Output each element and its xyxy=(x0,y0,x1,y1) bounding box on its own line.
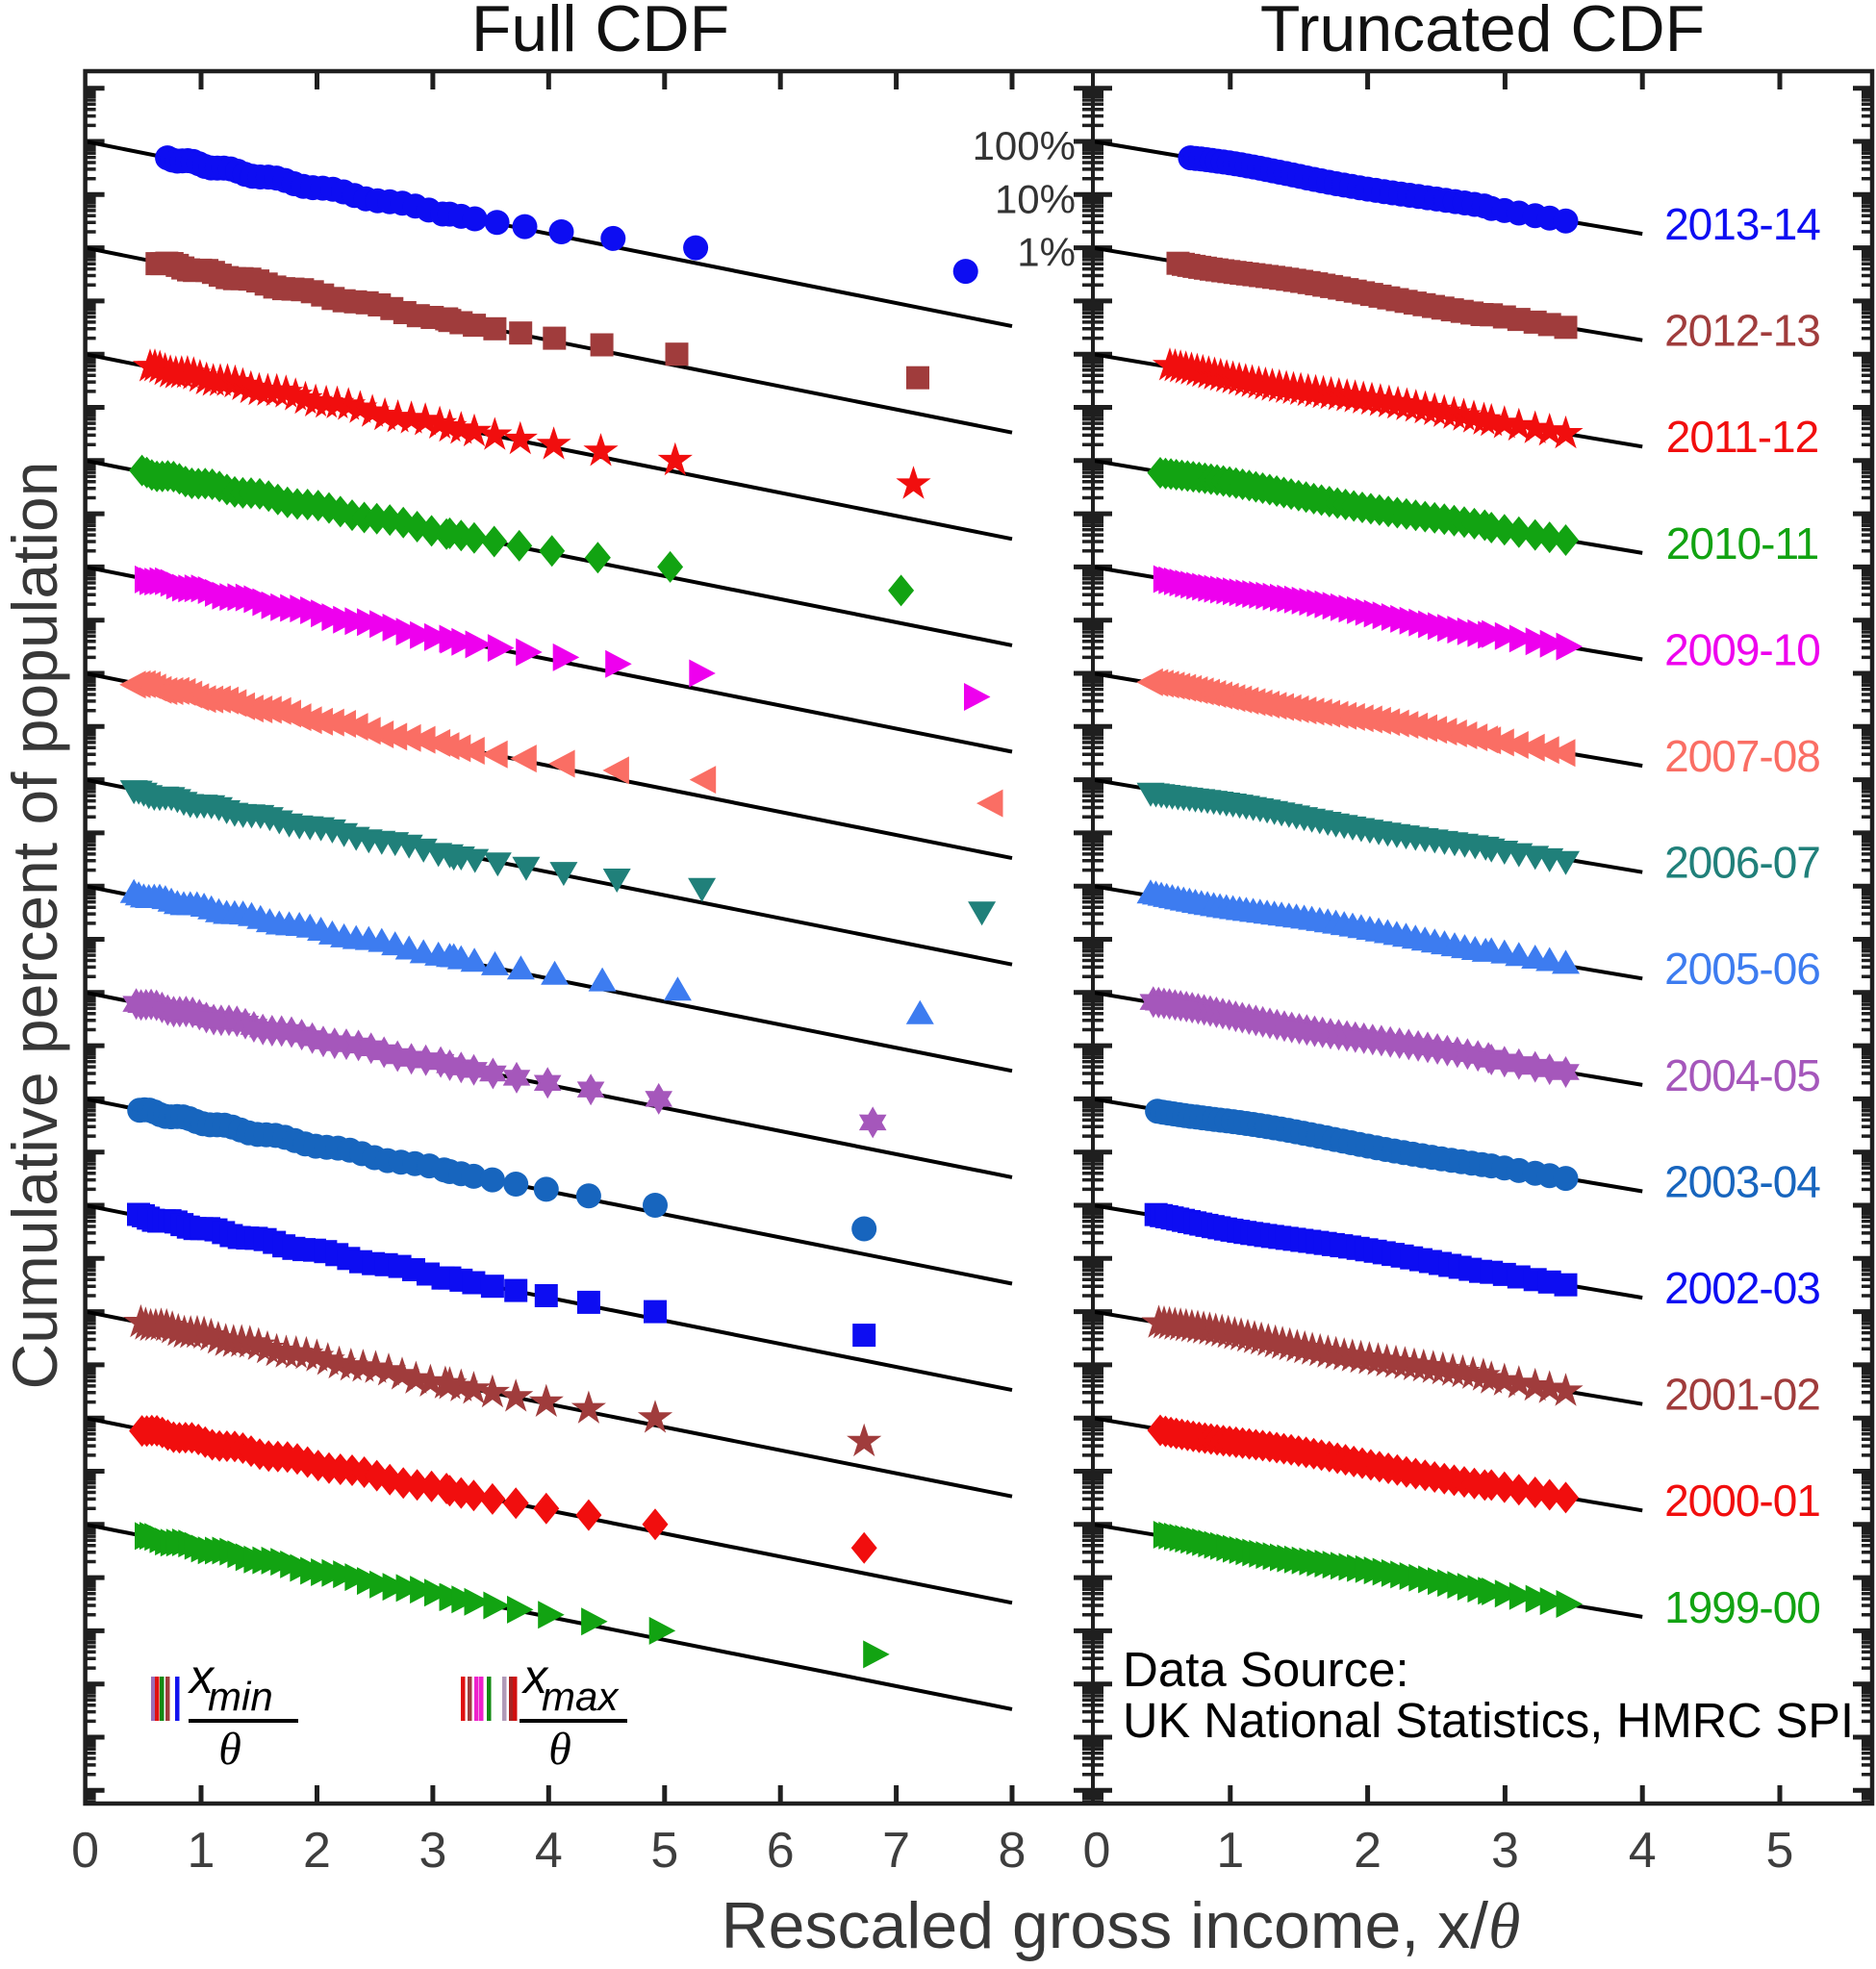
svg-text:2001-02: 2001-02 xyxy=(1664,1370,1820,1420)
svg-text:1999-00: 1999-00 xyxy=(1664,1582,1820,1632)
svg-text:Full CDF: Full CDF xyxy=(471,0,729,65)
svg-text:2009-10: 2009-10 xyxy=(1664,624,1820,674)
svg-text:Rescaled gross income, x/θ: Rescaled gross income, x/θ xyxy=(722,1889,1521,1962)
svg-text:2005-06: 2005-06 xyxy=(1664,944,1820,994)
svg-text:2: 2 xyxy=(303,1823,331,1879)
svg-text:100%: 100% xyxy=(973,123,1076,168)
svg-text:2007-08: 2007-08 xyxy=(1664,731,1820,781)
svg-text:7: 7 xyxy=(882,1823,910,1879)
svg-text:1%: 1% xyxy=(1017,230,1076,275)
svg-text:Cumulative percent of populati: Cumulative percent of population xyxy=(0,462,70,1390)
svg-text:4: 4 xyxy=(1629,1823,1657,1879)
svg-text:2012-13: 2012-13 xyxy=(1664,306,1820,356)
svg-text:2003-04: 2003-04 xyxy=(1664,1156,1820,1206)
svg-text:x: x xyxy=(188,1650,215,1704)
svg-text:min: min xyxy=(208,1674,273,1719)
svg-text:0: 0 xyxy=(71,1823,99,1879)
svg-text:2002-03: 2002-03 xyxy=(1664,1263,1820,1313)
svg-text:1: 1 xyxy=(1216,1823,1244,1879)
svg-text:UK National Statistics, HMRC S: UK National Statistics, HMRC SPI xyxy=(1123,1693,1854,1748)
svg-text:6: 6 xyxy=(767,1823,795,1879)
svg-text:max: max xyxy=(542,1674,620,1719)
svg-text:3: 3 xyxy=(418,1823,446,1879)
svg-text:4: 4 xyxy=(535,1823,563,1879)
svg-text:2011-12: 2011-12 xyxy=(1666,412,1818,462)
svg-text:2: 2 xyxy=(1354,1823,1382,1879)
svg-text:θ: θ xyxy=(548,1724,571,1775)
svg-text:5: 5 xyxy=(650,1823,678,1879)
svg-text:2004-05: 2004-05 xyxy=(1664,1050,1820,1100)
svg-text:2006-07: 2006-07 xyxy=(1664,838,1820,888)
svg-text:3: 3 xyxy=(1491,1823,1519,1879)
svg-text:Truncated CDF: Truncated CDF xyxy=(1260,0,1705,65)
svg-text:2000-01: 2000-01 xyxy=(1664,1476,1820,1526)
svg-text:2013-14: 2013-14 xyxy=(1664,199,1820,249)
svg-text:2010-11: 2010-11 xyxy=(1666,518,1818,568)
svg-text:0: 0 xyxy=(1083,1823,1111,1879)
svg-text:1: 1 xyxy=(188,1823,215,1879)
svg-text:10%: 10% xyxy=(995,176,1076,221)
svg-text:θ: θ xyxy=(218,1724,241,1775)
svg-text:8: 8 xyxy=(999,1823,1027,1879)
svg-text:Data Source:: Data Source: xyxy=(1123,1642,1409,1697)
svg-text:x: x xyxy=(521,1650,549,1704)
svg-text:5: 5 xyxy=(1766,1823,1794,1879)
